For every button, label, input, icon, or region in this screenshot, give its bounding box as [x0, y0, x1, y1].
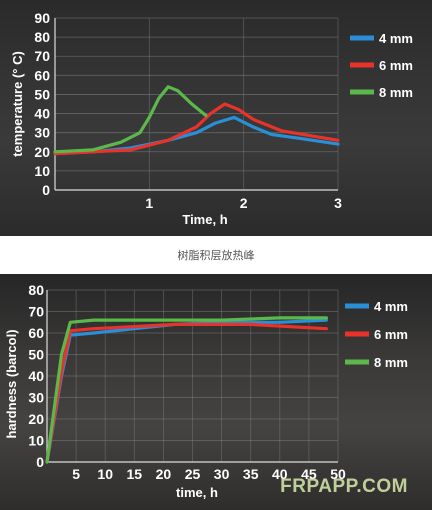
- y-tick-label: 60: [34, 67, 50, 83]
- series-line-6-mm: [45, 322, 328, 464]
- y-tick-label: 30: [28, 390, 44, 406]
- legend-label-6-mm: 6 mm: [379, 58, 413, 73]
- hardness-chart: 0 10 20 30 40 50 60 70 80 5 10 15 20 25 30 35 40 45 50 time…: [4, 282, 408, 500]
- y-tick-label: 80: [28, 282, 44, 298]
- legend-label-4-mm: 4 mm: [379, 31, 413, 46]
- y-tick-label: 40: [34, 106, 50, 122]
- series-line-8-mm: [45, 316, 328, 464]
- y-axis-title: temperature (° C): [10, 51, 25, 157]
- x-tick-label: 30: [214, 466, 230, 482]
- legend-label-6-mm: 6 mm: [374, 327, 408, 342]
- y-tick-label: 10: [34, 163, 50, 179]
- y-tick-label: 80: [34, 29, 50, 45]
- y-tick-label: 70: [34, 48, 50, 64]
- y-tick-label: 70: [28, 304, 44, 320]
- x-tick-label: 50: [330, 466, 346, 482]
- series-line-6-mm: [53, 102, 340, 156]
- y-tick-label: 50: [34, 86, 50, 102]
- temperature-chart: 0 10 20 30 40 50 60 70 80 90 1 2 3 Time, h temperature…: [10, 10, 413, 227]
- legend-label-8-mm: 8 mm: [374, 355, 408, 370]
- y-tick-label: 40: [28, 368, 44, 384]
- x-tick-label: 40: [272, 466, 288, 482]
- x-tick-label: 25: [185, 466, 201, 482]
- legend-label-8-mm: 8 mm: [379, 85, 413, 100]
- y-tick-label: 10: [28, 433, 44, 449]
- x-tick-label: 35: [243, 466, 259, 482]
- y-tick-label: 30: [34, 125, 50, 141]
- chart-caption: 树脂积层放热峰: [177, 249, 255, 262]
- y-axis-title: hardness (barcol): [4, 329, 19, 438]
- x-axis-title: Time, h: [182, 212, 227, 227]
- chart-panel-temperature: 0 10 20 30 40 50 60 70 80 90 1 2 3 Time, h temperature…: [0, 0, 432, 236]
- y-tick-label: 20: [28, 411, 44, 427]
- x-tick-label: 20: [156, 466, 172, 482]
- y-tick-label: 90: [34, 10, 50, 26]
- x-tick-label: 15: [127, 466, 143, 482]
- y-tick-label: 60: [28, 325, 44, 341]
- x-tick-label: 45: [301, 466, 317, 482]
- series-line-8-mm: [53, 85, 208, 154]
- x-tick-label: 2: [240, 195, 248, 211]
- x-axis-title: time, h: [176, 485, 218, 500]
- y-tick-label: 20: [34, 144, 50, 160]
- x-tick-label: 1: [145, 195, 153, 211]
- x-tick-label: 5: [72, 466, 80, 482]
- chart-panel-hardness: 0 10 20 30 40 50 60 70 80 5 10 15 20 25 30 35 40 45 50 time…: [0, 274, 432, 510]
- y-tick-label: 50: [28, 347, 44, 363]
- legend-label-4-mm: 4 mm: [374, 299, 408, 314]
- watermark: FRPAPP.COM: [280, 476, 408, 497]
- y-tick-label: 0: [36, 454, 44, 470]
- x-tick-label: 10: [97, 466, 113, 482]
- y-tick-label: 0: [42, 182, 50, 198]
- x-tick-label: 3: [334, 195, 342, 211]
